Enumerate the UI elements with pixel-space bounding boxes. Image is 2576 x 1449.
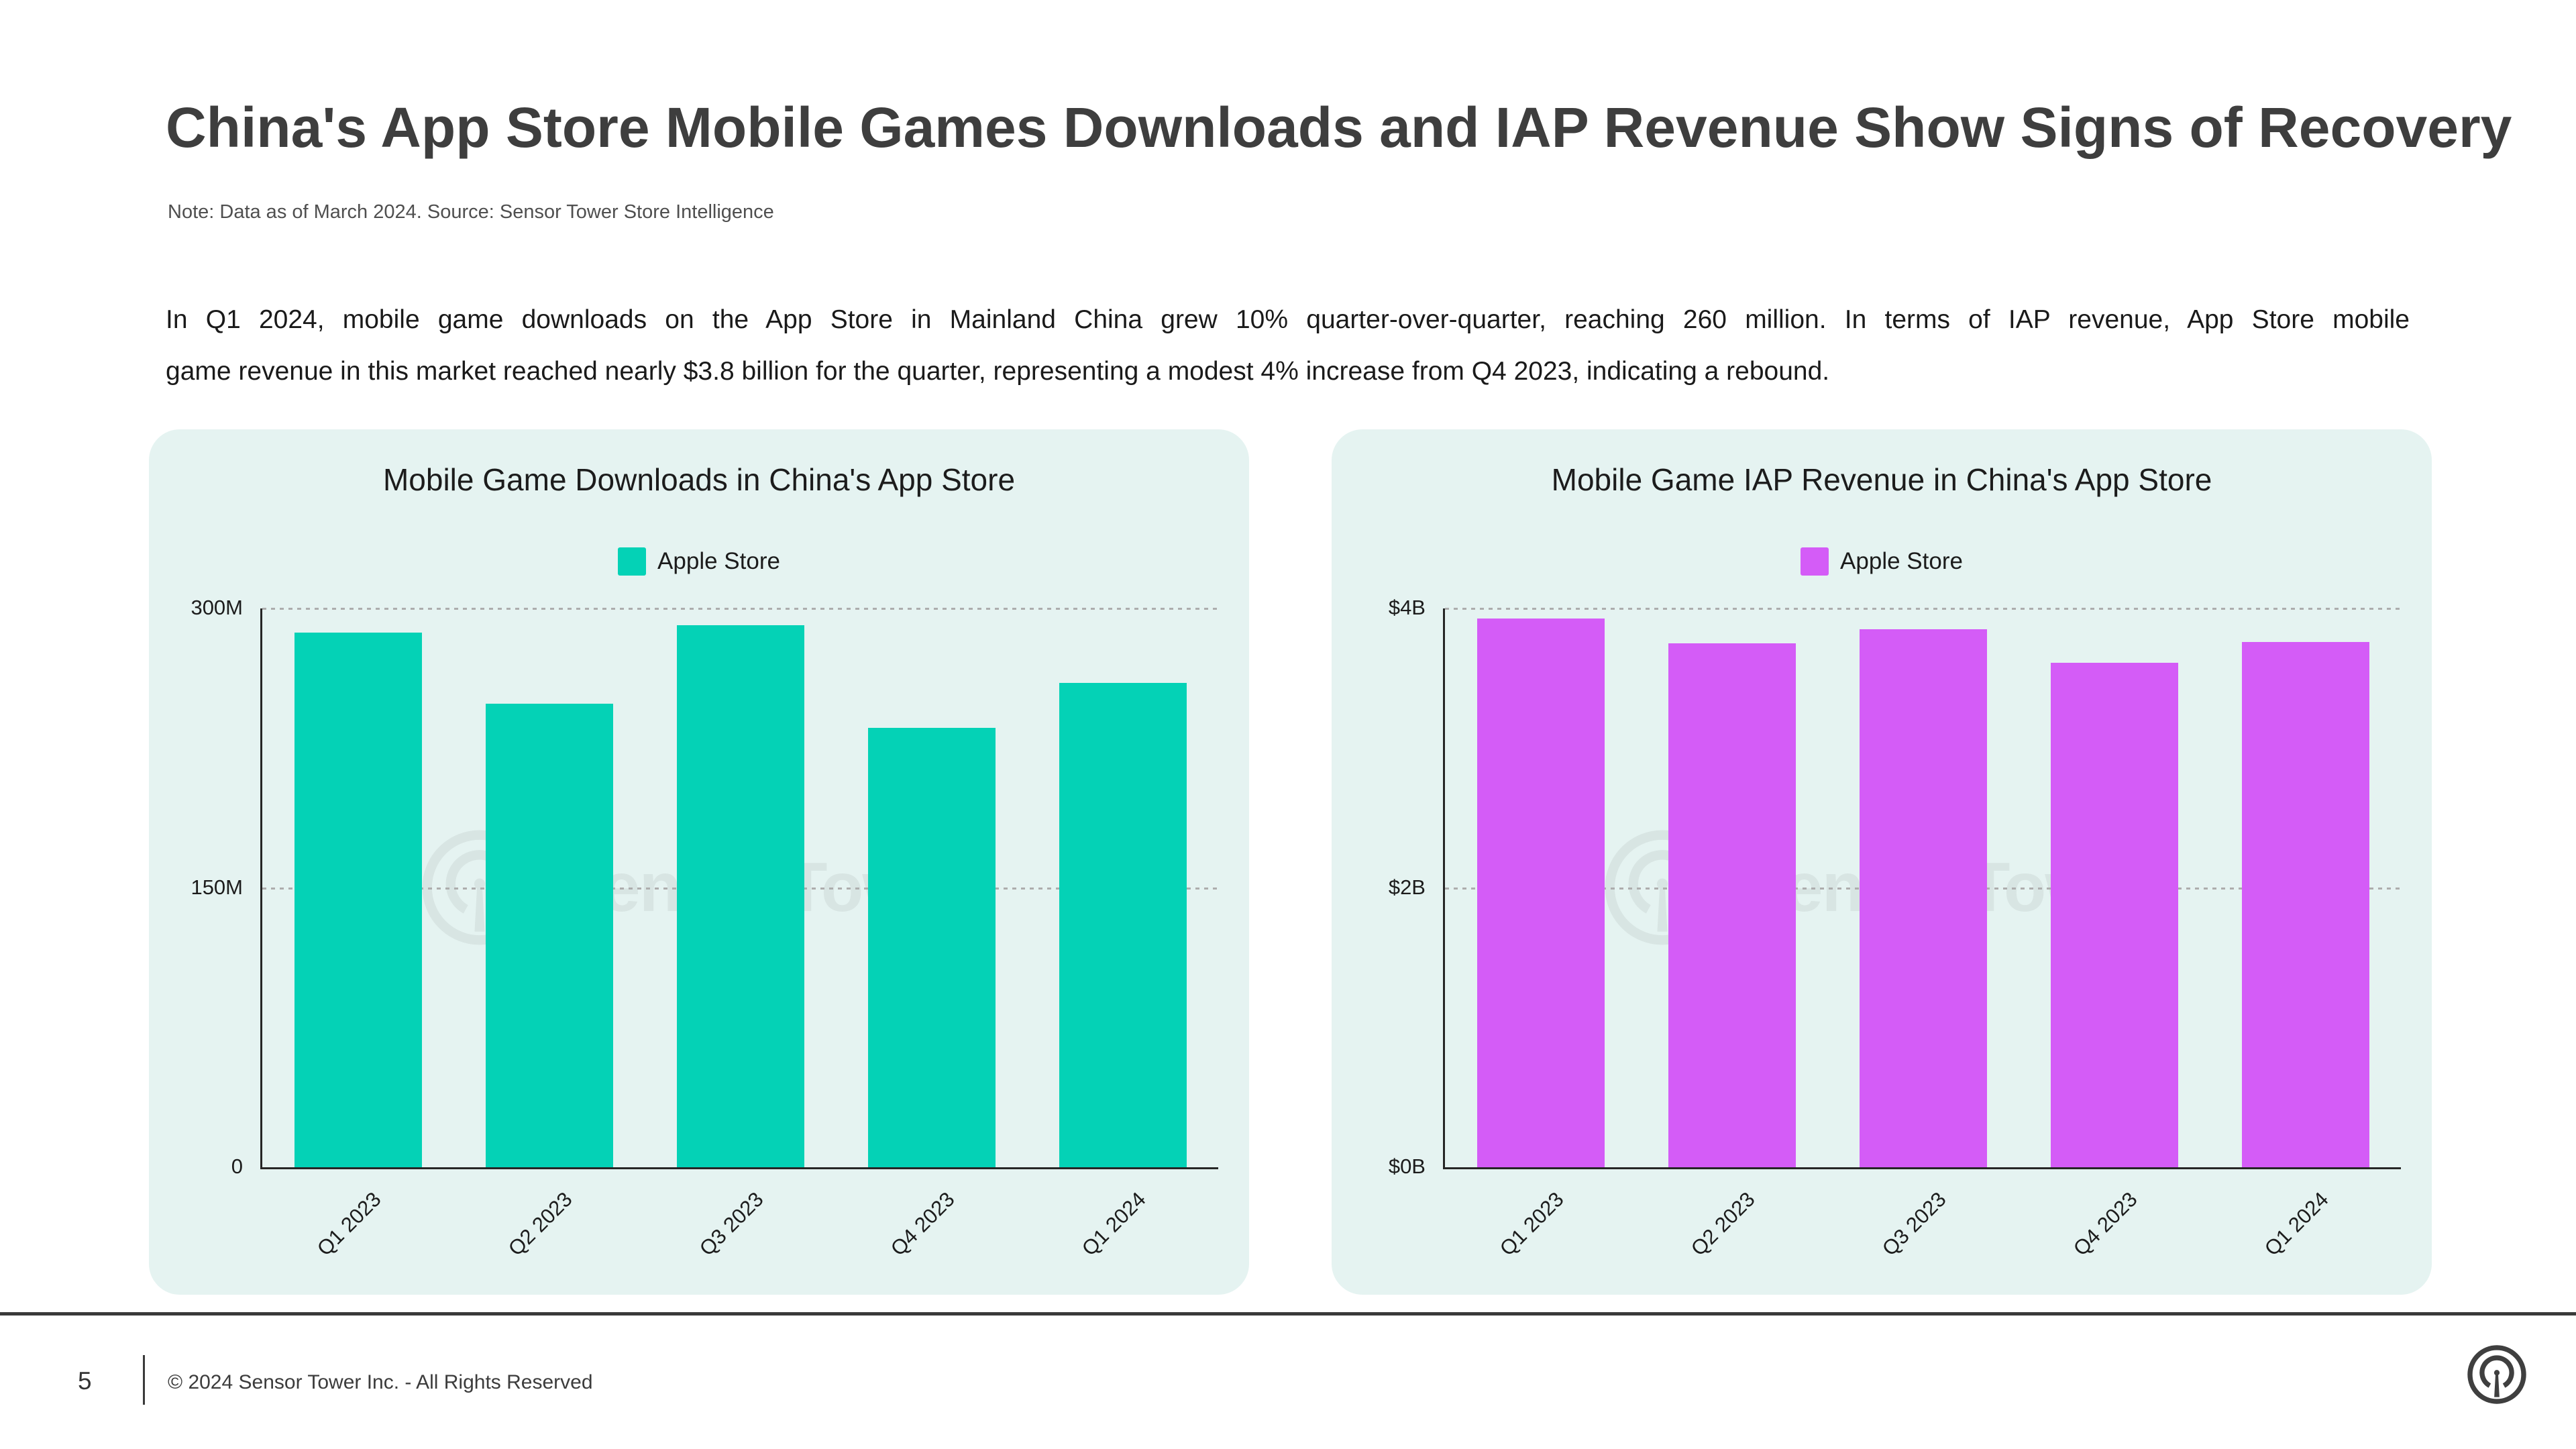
revenue-legend[interactable]: Apple Store bbox=[1332, 547, 2432, 576]
x-axis-tick-label: Q4 2023 bbox=[2068, 1187, 2142, 1260]
footer-divider-line bbox=[0, 1312, 2576, 1316]
legend-label: Apple Store bbox=[657, 548, 780, 574]
y-axis-tick-label: $4B bbox=[1388, 596, 1426, 619]
downloads-legend[interactable]: Apple Store bbox=[149, 547, 1249, 576]
bar-q1-2023[interactable] bbox=[1477, 618, 1605, 1167]
revenue-plot-area: Q1 2023 Q2 2023 Q3 2023 Q4 2023 Q1 2024 bbox=[1443, 608, 2401, 1260]
bar-q1-2024[interactable] bbox=[1059, 683, 1187, 1167]
sensor-tower-logo-icon bbox=[2467, 1345, 2526, 1404]
x-axis-tick-label: Q4 2023 bbox=[885, 1187, 959, 1260]
bar-q2-2023[interactable] bbox=[485, 703, 613, 1167]
bar-q3-2023[interactable] bbox=[676, 625, 804, 1167]
x-axis-tick-label: Q1 2024 bbox=[1077, 1187, 1150, 1260]
legend-swatch bbox=[618, 547, 647, 576]
revenue-chart-title: Mobile Game IAP Revenue in China's App S… bbox=[1551, 462, 2212, 497]
copyright-text: © 2024 Sensor Tower Inc. - All Rights Re… bbox=[168, 1371, 593, 1393]
bar-q1-2023[interactable] bbox=[294, 633, 422, 1167]
x-axis-tick-label: Q2 2023 bbox=[503, 1187, 577, 1260]
gridline-300m bbox=[262, 608, 1218, 610]
revenue-chart-card: Mobile Game IAP Revenue in China's App S… bbox=[1332, 429, 2432, 1295]
x-axis-tick-label: Q3 2023 bbox=[694, 1187, 768, 1260]
downloads-chart-card: Mobile Game Downloads in China's App Sto… bbox=[149, 429, 1249, 1295]
downloads-plot-area: Q1 2023 Q2 2023 Q3 2023 Q4 2023 Q1 2024 bbox=[260, 608, 1218, 1260]
gridline-4b bbox=[1445, 608, 2401, 610]
y-axis-tick-label: 150M bbox=[191, 875, 243, 899]
x-axis-tick-label: Q3 2023 bbox=[1877, 1187, 1951, 1260]
source-note: Note: Data as of March 2024. Source: Sen… bbox=[168, 201, 774, 223]
body-line-1: In Q1 2024, mobile game downloads on the… bbox=[166, 305, 2410, 334]
footer-separator bbox=[143, 1355, 145, 1405]
bar-q2-2023[interactable] bbox=[1668, 643, 1796, 1167]
legend-swatch bbox=[1801, 547, 1829, 576]
bar-q4-2023[interactable] bbox=[2050, 663, 2178, 1167]
bar-q3-2023[interactable] bbox=[1859, 629, 1987, 1167]
page-title: China's App Store Mobile Games Downloads… bbox=[166, 96, 2512, 159]
y-axis-tick-label: 300M bbox=[191, 596, 243, 619]
bar-q1-2024[interactable] bbox=[2241, 641, 2369, 1167]
y-axis-tick-label: $2B bbox=[1388, 875, 1426, 899]
page-number: 5 bbox=[78, 1367, 92, 1395]
x-axis-tick-label: Q1 2023 bbox=[312, 1187, 386, 1260]
downloads-chart-title: Mobile Game Downloads in China's App Sto… bbox=[382, 462, 1016, 497]
body-paragraph: In Q1 2024, mobile game downloads on the… bbox=[166, 294, 2410, 397]
x-axis-tick-label: Q1 2023 bbox=[1495, 1187, 1568, 1260]
bar-q4-2023[interactable] bbox=[867, 727, 996, 1167]
x-axis-tick-label: Q1 2024 bbox=[2259, 1187, 2333, 1260]
x-axis-tick-label: Q2 2023 bbox=[1686, 1187, 1760, 1260]
y-axis-tick-label: 0 bbox=[231, 1155, 243, 1178]
legend-label: Apple Store bbox=[1840, 548, 1963, 574]
body-line-2: game revenue in this market reached near… bbox=[166, 357, 1830, 386]
y-axis-tick-label: $0B bbox=[1388, 1155, 1426, 1178]
